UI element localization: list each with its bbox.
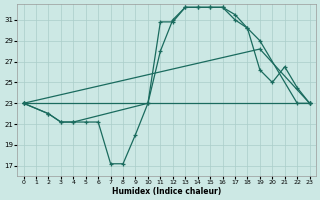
X-axis label: Humidex (Indice chaleur): Humidex (Indice chaleur): [112, 187, 221, 196]
